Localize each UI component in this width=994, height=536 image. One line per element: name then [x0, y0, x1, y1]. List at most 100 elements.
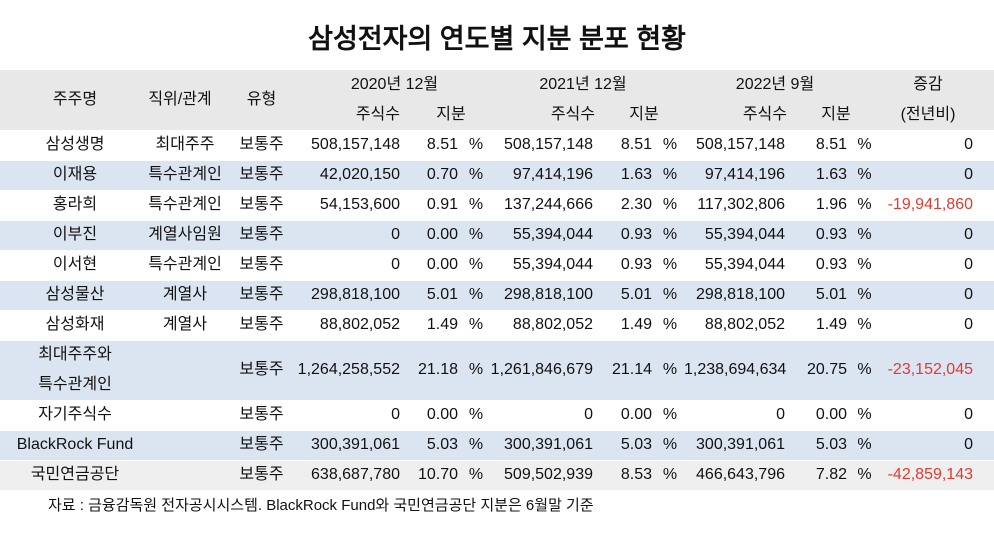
- stake-2022-cell: 8.51: [815, 136, 847, 153]
- shares-2020-cell: 54,153,600: [319, 196, 400, 213]
- table-row: 자기주식수 보통주 0 0.00% 0 0.00% 0 0.00% 0: [0, 400, 994, 430]
- percent-sign: %: [468, 361, 484, 378]
- share-type-header: 유형: [246, 91, 277, 108]
- table-body: 삼성생명 최대주주 보통주 508,157,148 8.51% 508,157,148 8.…: [0, 130, 994, 490]
- shares-2021-cell: 300,391,061: [504, 436, 593, 453]
- change-subheader: (전년비): [900, 106, 956, 123]
- shares-header-2020: 주식수: [355, 106, 400, 123]
- percent-sign: %: [662, 256, 678, 273]
- stake-2021-cell: 0.93: [620, 226, 652, 243]
- stake-2020-cell: 0.70: [426, 166, 458, 183]
- shares-2022-cell: 55,394,044: [704, 226, 785, 243]
- relation-cell: 특수관계인: [148, 196, 222, 213]
- stake-2022-cell: 0.93: [815, 226, 847, 243]
- share-type-cell: 보통주: [239, 361, 284, 378]
- stake-2020-cell: 5.03: [426, 436, 458, 453]
- stake-2022-cell: 0.00: [815, 406, 847, 423]
- change-cell: 0: [964, 316, 973, 333]
- change-cell: -23,152,045: [887, 361, 973, 378]
- shares-2021-cell: 88,802,052: [512, 316, 593, 333]
- percent-sign: %: [468, 286, 484, 303]
- percent-sign: %: [468, 406, 484, 423]
- percent-sign: %: [857, 256, 872, 273]
- share-type-cell: 보통주: [239, 436, 284, 453]
- shares-2022-cell: 88,802,052: [704, 316, 785, 333]
- table-row: 삼성물산 계열사 보통주 298,818,100 5.01% 298,818,100 5.0…: [0, 280, 994, 310]
- share-type-cell: 보통주: [239, 286, 284, 303]
- stake-2021-cell: 5.01: [620, 286, 652, 303]
- shares-2020-cell: 42,020,150: [319, 166, 400, 183]
- stake-2021-cell: 0.00: [620, 406, 652, 423]
- stake-2022-cell: 1.63: [815, 166, 847, 183]
- shareholder-cell: 최대주주와 특수관계인: [38, 346, 112, 393]
- share-type-cell: 보통주: [239, 406, 284, 423]
- percent-sign: %: [662, 226, 678, 243]
- shareholder-cell: 국민연금공단: [30, 466, 120, 483]
- shares-2020-cell: 0: [391, 226, 400, 243]
- stake-2020-cell: 0.00: [426, 406, 458, 423]
- shares-2021-cell: 509,502,939: [504, 466, 593, 483]
- shares-2021-cell: 137,244,666: [504, 196, 593, 213]
- shares-header-2022: 주식수: [742, 106, 787, 123]
- change-cell: 0: [964, 406, 973, 423]
- table-row: 이서현 특수관계인 보통주 0 0.00% 55,394,044 0.93% 55,394,0…: [0, 250, 994, 280]
- table-row: 홍라희 특수관계인 보통주 54,153,600 0.91% 137,244,666 2.3…: [0, 190, 994, 220]
- share-type-cell: 보통주: [239, 166, 284, 183]
- shares-2020-cell: 0: [391, 256, 400, 273]
- percent-sign: %: [468, 226, 484, 243]
- percent-sign: %: [857, 286, 872, 303]
- percent-sign: %: [468, 196, 484, 213]
- percent-sign: %: [857, 316, 872, 333]
- shareholder-cell: 이재용: [52, 166, 98, 183]
- percent-sign: %: [662, 136, 678, 153]
- stake-header-2022: 지분: [821, 106, 851, 123]
- change-header: 증감: [913, 76, 943, 93]
- stake-2022-cell: 5.03: [815, 436, 847, 453]
- change-cell: 0: [964, 166, 973, 183]
- relation-cell: 최대주주: [155, 136, 215, 153]
- shares-2020-cell: 0: [391, 406, 400, 423]
- percent-sign: %: [468, 166, 484, 183]
- shareholder-cell: 홍라희: [52, 196, 98, 213]
- percent-sign: %: [857, 406, 872, 423]
- percent-sign: %: [662, 316, 678, 333]
- table-row: BlackRock Fund 보통주 300,391,061 5.03% 300,391…: [0, 430, 994, 460]
- shares-2022-cell: 508,157,148: [696, 136, 785, 153]
- share-type-cell: 보통주: [239, 136, 284, 153]
- shares-2020-cell: 298,818,100: [311, 286, 400, 303]
- percent-sign: %: [662, 166, 678, 183]
- shares-2021-cell: 55,394,044: [512, 226, 593, 243]
- percent-sign: %: [662, 406, 678, 423]
- percent-sign: %: [662, 361, 678, 378]
- shares-2021-cell: 1,261,846,679: [490, 361, 593, 378]
- shares-2022-cell: 97,414,196: [704, 166, 785, 183]
- share-type-cell: 보통주: [239, 466, 284, 483]
- percent-sign: %: [857, 436, 872, 453]
- stake-header-2021: 지분: [629, 106, 659, 123]
- stake-2021-cell: 1.63: [620, 166, 652, 183]
- percent-sign: %: [857, 361, 872, 378]
- share-type-cell: 보통주: [239, 226, 284, 243]
- stake-2020-cell: 10.70: [417, 466, 458, 483]
- shares-2021-cell: 97,414,196: [512, 166, 593, 183]
- percent-sign: %: [468, 136, 484, 153]
- table-row: 이부진 계열사임원 보통주 0 0.00% 55,394,044 0.93% 55,394,0…: [0, 220, 994, 250]
- shareholder-cell: 삼성생명: [45, 136, 105, 153]
- table-row: 삼성생명 최대주주 보통주 508,157,148 8.51% 508,157,148 8.…: [0, 130, 994, 160]
- table-row: 삼성화재 계열사 보통주 88,802,052 1.49% 88,802,052 1.49%…: [0, 310, 994, 340]
- stake-2020-cell: 8.51: [426, 136, 458, 153]
- shares-2022-cell: 117,302,806: [697, 196, 785, 213]
- shareholder-cell: BlackRock Fund: [16, 436, 134, 453]
- shares-2020-cell: 508,157,148: [311, 136, 400, 153]
- relation-cell: 특수관계인: [148, 166, 222, 183]
- shares-2022-cell: 300,391,061: [696, 436, 785, 453]
- percent-sign: %: [857, 196, 872, 213]
- shares-2022-cell: 466,643,796: [696, 466, 785, 483]
- percent-sign: %: [662, 196, 678, 213]
- change-cell: 0: [964, 286, 973, 303]
- table-header: 주주명 직위/관계 유형 2020년 12월 2021년 12월 2022년 9…: [0, 70, 994, 130]
- percent-sign: %: [468, 256, 484, 273]
- relation-cell: 계열사: [162, 286, 208, 303]
- share-type-cell: 보통주: [239, 256, 284, 273]
- share-type-cell: 보통주: [239, 316, 284, 333]
